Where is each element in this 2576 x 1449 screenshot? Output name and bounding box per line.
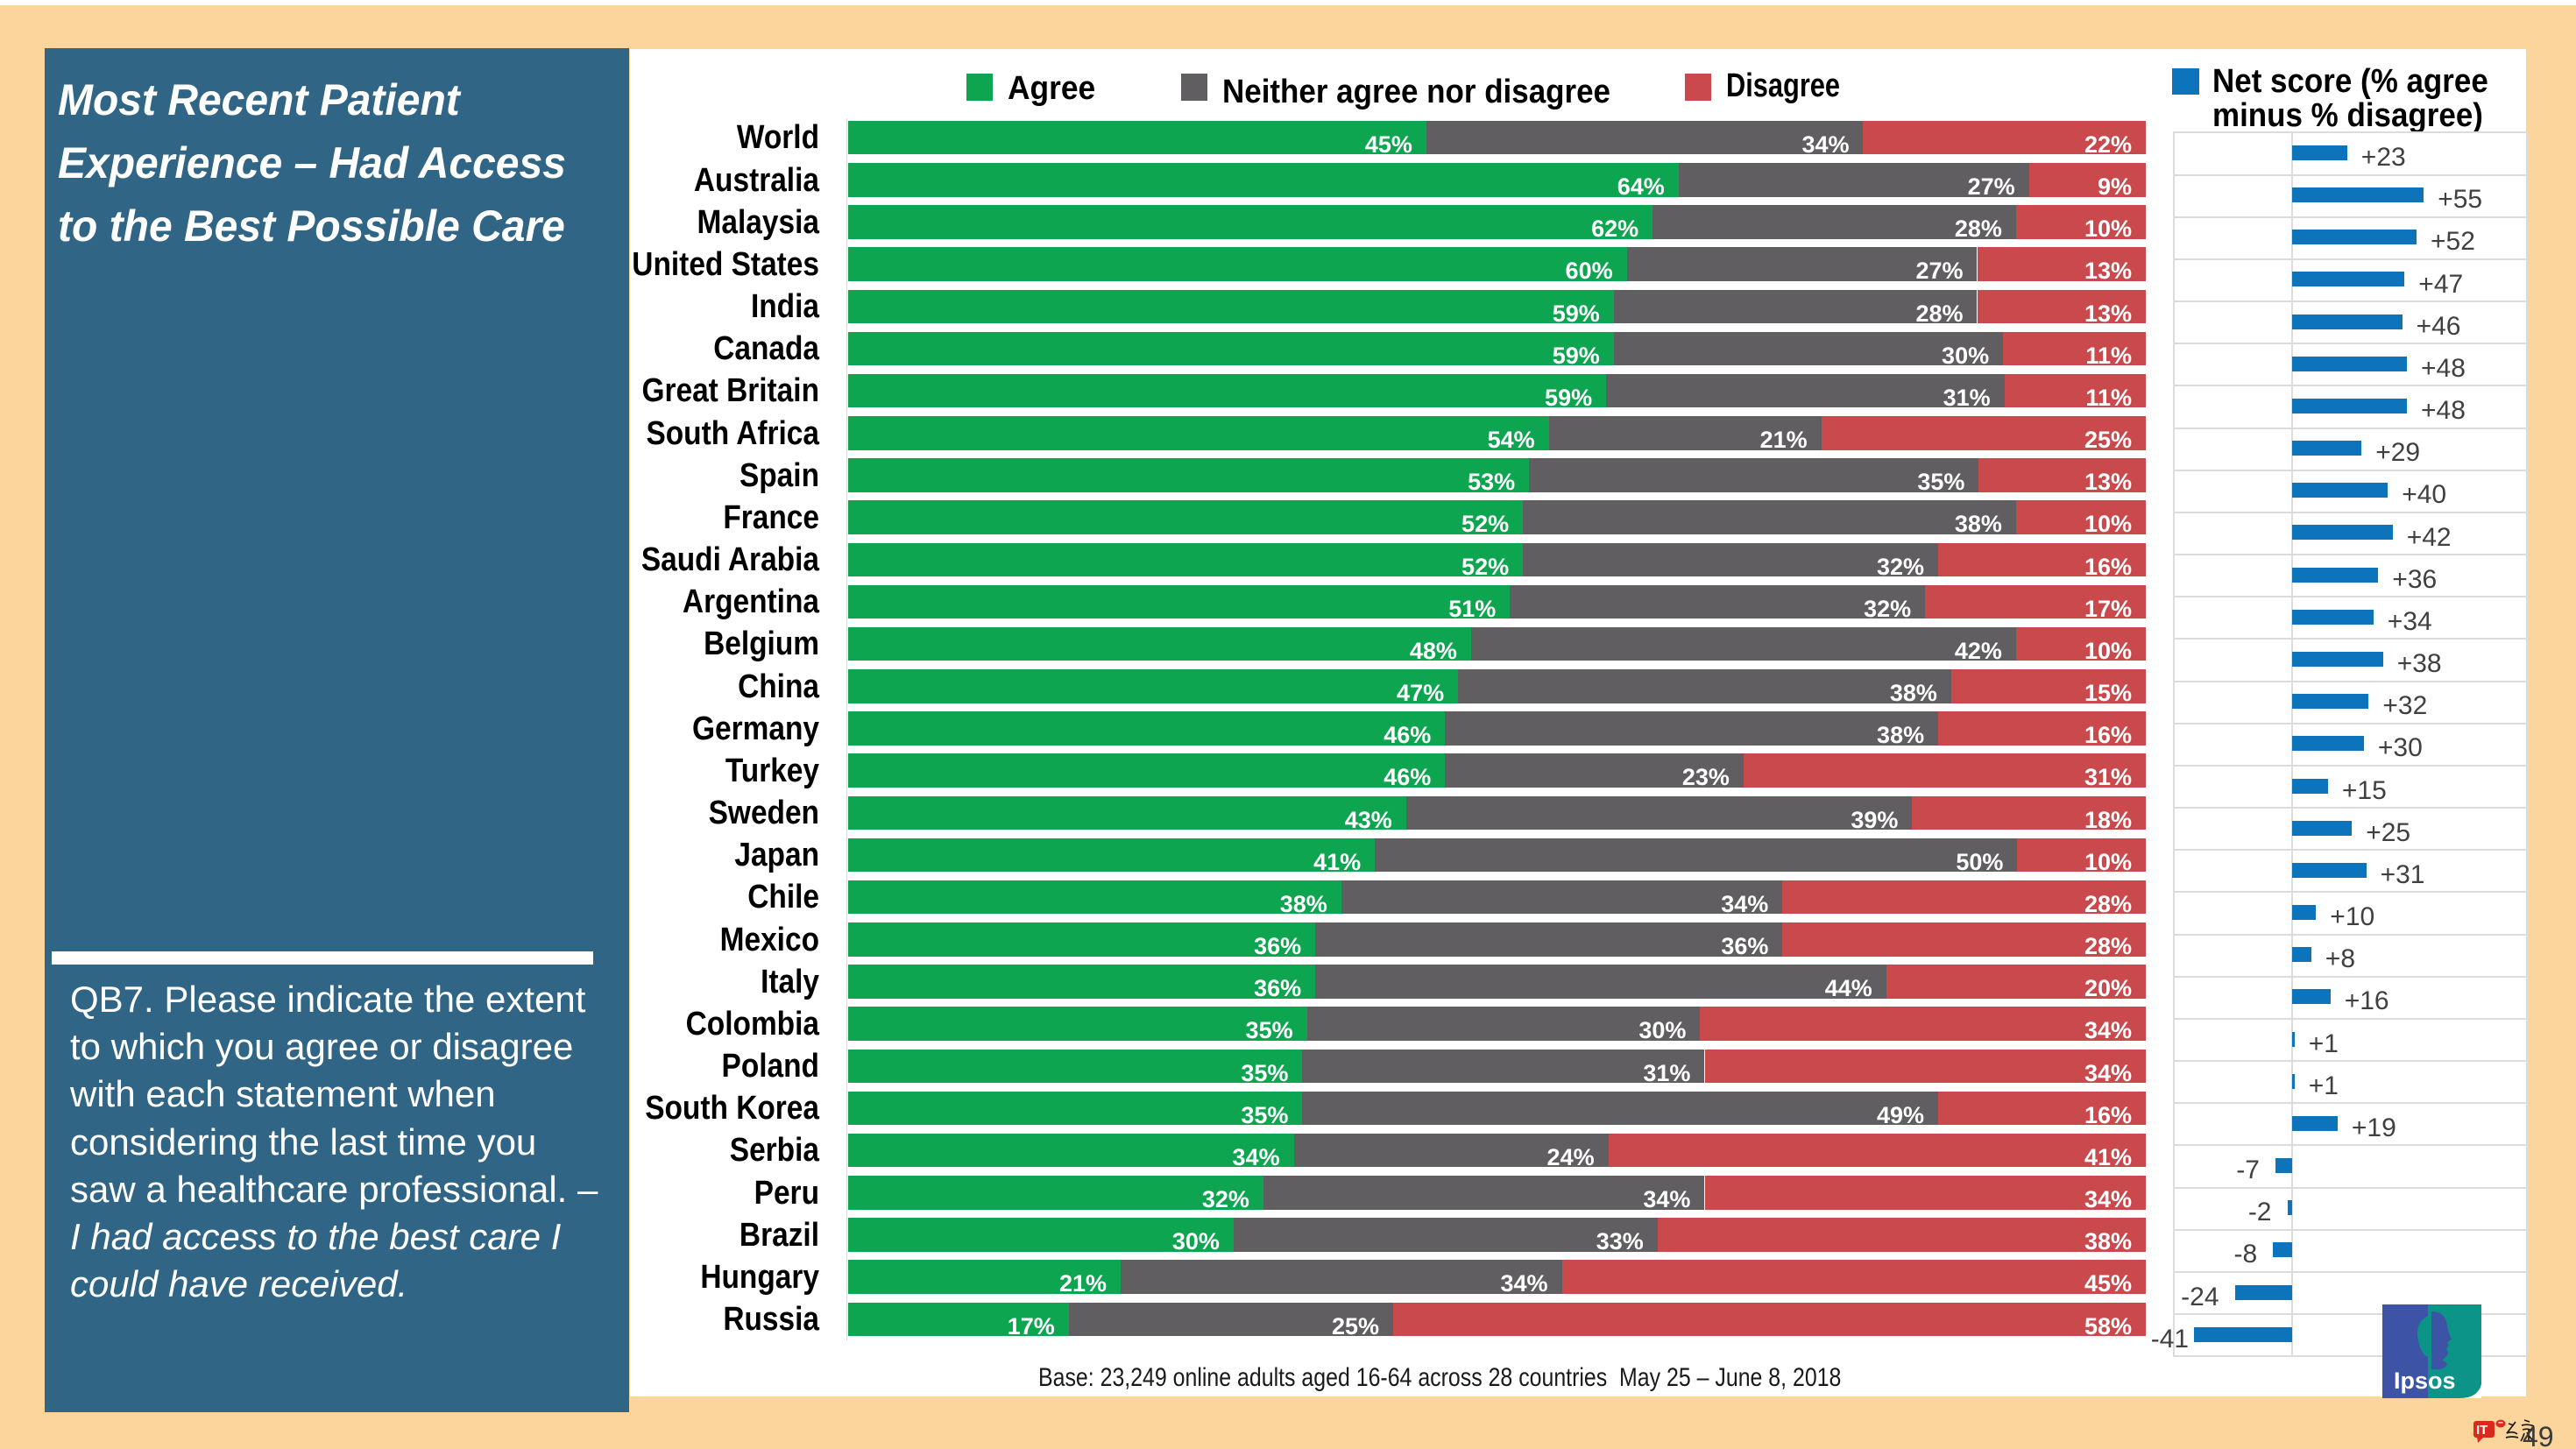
svg-text:IT: IT [2476,1423,2488,1438]
svg-text:Ipsos: Ipsos [2394,1368,2456,1394]
svg-text:49: 49 [2523,1421,2554,1449]
